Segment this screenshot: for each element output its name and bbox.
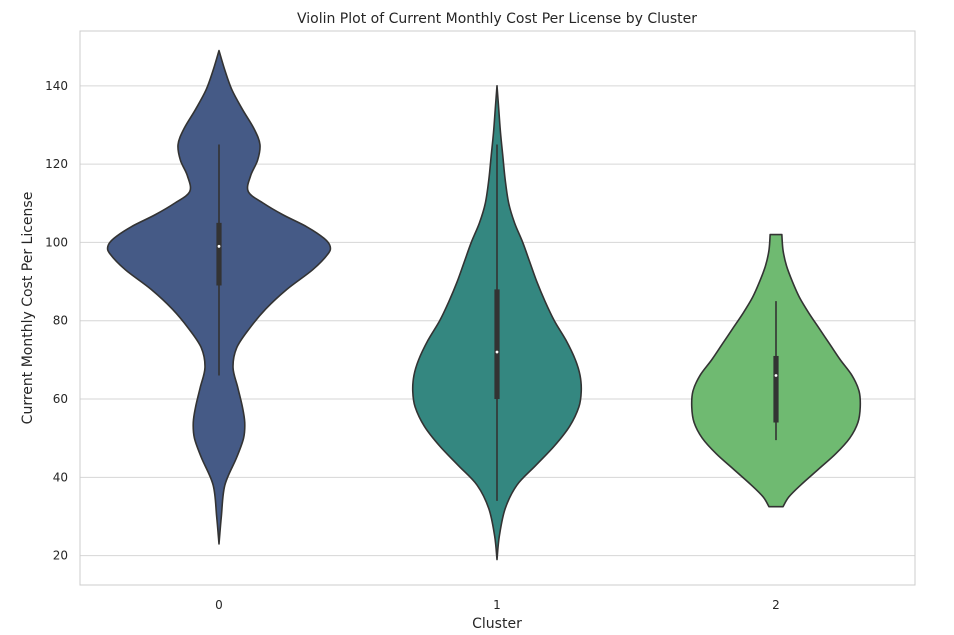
x-tick-label-0: 0 [215,598,223,612]
plot-frame [79,30,916,586]
iqr-box-cluster-2 [773,355,779,423]
x-tick-label-2: 2 [772,598,780,612]
x-tick-label-1: 1 [493,598,501,612]
y-tick-label-80: 80 [53,314,68,328]
x-axis-label: Cluster [472,616,522,632]
y-tick-label-20: 20 [53,549,68,563]
median-marker-cluster-2 [774,374,778,377]
y-tick-label-100: 100 [45,235,68,249]
y-tick-label-120: 120 [45,157,68,171]
median-marker-cluster-1 [495,350,499,354]
x-axis-ticks: 0 1 2 [215,598,780,612]
median-marker-cluster-0 [217,244,221,248]
y-tick-label-40: 40 [53,470,68,484]
y-axis-ticks: 20 40 60 80 100 120 140 [45,79,68,563]
box-layer [216,144,779,501]
chart-title: Violin Plot of Current Monthly Cost Per … [297,11,697,27]
y-axis-label: Current Monthly Cost Per License [20,192,36,425]
iqr-box-cluster-1 [494,289,500,400]
y-tick-label-60: 60 [53,392,68,406]
y-tick-label-140: 140 [45,79,68,93]
iqr-box-cluster-0 [216,222,222,286]
